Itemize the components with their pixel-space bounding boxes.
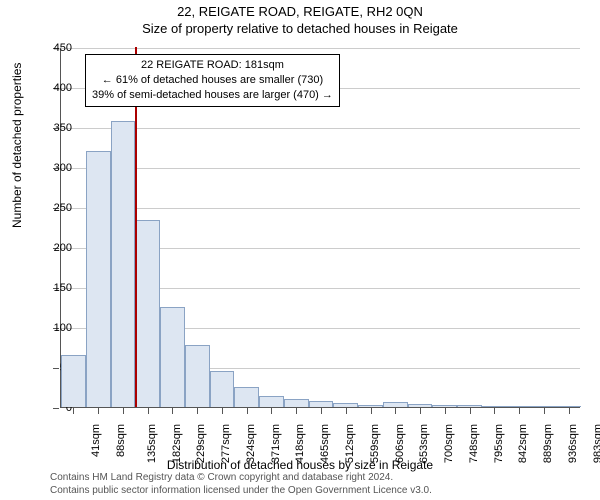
histogram-bar <box>408 404 433 407</box>
gridline <box>61 208 580 209</box>
gridline <box>61 168 580 169</box>
annotation-line1: 22 REIGATE ROAD: 181sqm <box>92 58 333 73</box>
x-tick <box>296 408 297 414</box>
histogram-bar <box>432 405 457 407</box>
y-tick-label: 250 <box>32 202 72 214</box>
histogram-bar <box>185 345 210 407</box>
footer-line2: Contains public sector information licen… <box>50 485 432 498</box>
y-tick-label: 300 <box>32 162 72 174</box>
histogram-bar <box>234 387 259 407</box>
x-tick-label: 889sqm <box>542 424 554 463</box>
annotation-box: 22 REIGATE ROAD: 181sqm ← 61% of detache… <box>85 54 340 107</box>
x-tick <box>197 408 198 414</box>
chart-title-main: 22, REIGATE ROAD, REIGATE, RH2 0QN <box>0 0 600 19</box>
x-tick-label: 842sqm <box>517 424 529 463</box>
x-tick <box>123 408 124 414</box>
histogram-bar <box>210 371 235 407</box>
x-tick <box>222 408 223 414</box>
x-tick-label: 135sqm <box>146 424 158 463</box>
histogram-bar <box>160 307 185 407</box>
histogram-bar <box>482 406 507 407</box>
x-tick-label: 512sqm <box>344 424 356 463</box>
x-tick-label: 559sqm <box>369 424 381 463</box>
x-tick-label: 371sqm <box>270 424 282 463</box>
x-tick-label: 41sqm <box>90 424 102 457</box>
gridline <box>61 48 580 49</box>
x-tick-label: 88sqm <box>115 424 127 457</box>
gridline <box>61 128 580 129</box>
x-tick <box>470 408 471 414</box>
x-tick-label: 606sqm <box>394 424 406 463</box>
histogram-bar <box>111 121 136 407</box>
histogram-bar <box>457 405 482 407</box>
histogram-bar <box>358 405 383 407</box>
x-tick <box>98 408 99 414</box>
x-tick <box>445 408 446 414</box>
histogram-bar <box>259 396 284 407</box>
x-tick-label: 748sqm <box>468 424 480 463</box>
annotation-line2: ← 61% of detached houses are smaller (73… <box>92 73 333 88</box>
x-tick-label: 653sqm <box>418 424 430 463</box>
x-tick <box>519 408 520 414</box>
x-tick <box>73 408 74 414</box>
histogram-bar <box>556 406 581 407</box>
x-tick-label: 182sqm <box>171 424 183 463</box>
x-tick <box>148 408 149 414</box>
histogram-bar <box>531 406 556 407</box>
x-tick-label: 936sqm <box>567 424 579 463</box>
x-tick-label: 277sqm <box>220 424 232 463</box>
x-tick <box>569 408 570 414</box>
y-tick-label: 450 <box>32 42 72 54</box>
annotation-line3: 39% of semi-detached houses are larger (… <box>92 88 333 103</box>
x-tick-label: 324sqm <box>245 424 257 463</box>
footer-line1: Contains HM Land Registry data © Crown c… <box>50 472 432 485</box>
y-tick-label: 200 <box>32 242 72 254</box>
y-tick-label: 150 <box>32 282 72 294</box>
x-tick <box>271 408 272 414</box>
histogram-bar <box>61 355 86 407</box>
x-tick-label: 795sqm <box>493 424 505 463</box>
histogram-bar <box>383 402 408 407</box>
y-tick-label: 350 <box>32 122 72 134</box>
histogram-bar <box>135 220 160 407</box>
x-tick-label: 418sqm <box>295 424 307 463</box>
histogram-bar <box>333 403 358 407</box>
x-tick-label: 700sqm <box>443 424 455 463</box>
x-tick <box>395 408 396 414</box>
histogram-bar <box>284 399 309 407</box>
x-tick <box>321 408 322 414</box>
y-axis-label: Number of detached properties <box>10 63 24 228</box>
x-tick <box>494 408 495 414</box>
x-tick-label: 229sqm <box>196 424 208 463</box>
y-tick-label: 100 <box>32 322 72 334</box>
x-tick <box>420 408 421 414</box>
histogram-bar <box>309 401 334 407</box>
x-tick <box>544 408 545 414</box>
x-tick <box>247 408 248 414</box>
histogram-bar <box>86 151 111 407</box>
x-tick <box>172 408 173 414</box>
x-tick <box>371 408 372 414</box>
x-tick-label: 983sqm <box>592 424 600 463</box>
histogram-bar <box>507 406 532 407</box>
footer-attribution: Contains HM Land Registry data © Crown c… <box>50 472 432 497</box>
y-tick-label: 400 <box>32 82 72 94</box>
chart-title-sub: Size of property relative to detached ho… <box>0 19 600 36</box>
x-tick <box>346 408 347 414</box>
x-tick-label: 465sqm <box>319 424 331 463</box>
